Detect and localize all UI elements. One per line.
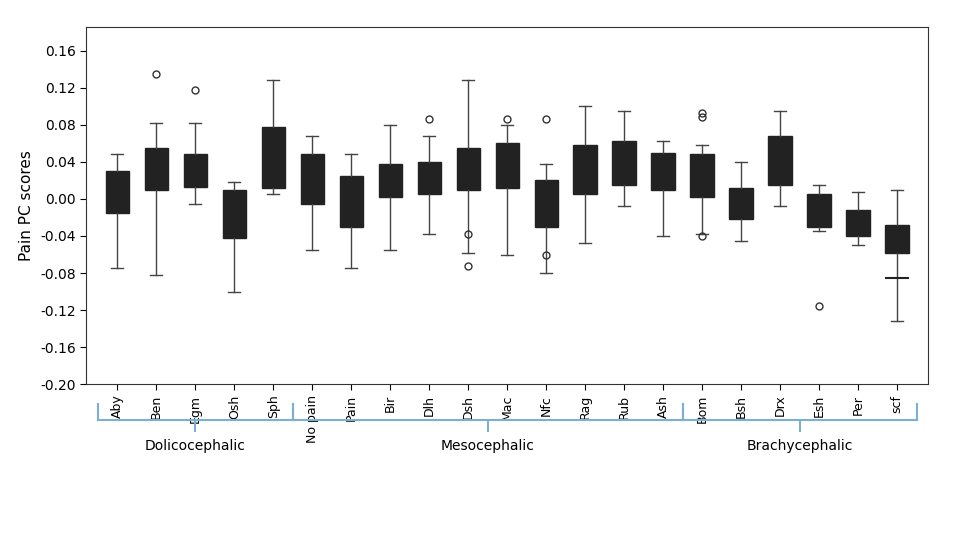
PathPatch shape [456, 148, 479, 189]
PathPatch shape [690, 154, 714, 197]
PathPatch shape [729, 188, 753, 219]
PathPatch shape [105, 171, 129, 213]
PathPatch shape [184, 154, 207, 187]
PathPatch shape [612, 142, 635, 185]
Text: Mesocephalic: Mesocephalic [441, 439, 535, 453]
PathPatch shape [652, 153, 675, 189]
PathPatch shape [535, 181, 558, 227]
PathPatch shape [145, 148, 168, 189]
PathPatch shape [846, 210, 870, 236]
PathPatch shape [885, 225, 909, 253]
PathPatch shape [379, 164, 402, 197]
PathPatch shape [223, 189, 246, 238]
PathPatch shape [496, 143, 519, 188]
PathPatch shape [768, 136, 791, 185]
PathPatch shape [261, 127, 285, 188]
Text: Dolicocephalic: Dolicocephalic [145, 439, 246, 453]
Y-axis label: Pain PC scores: Pain PC scores [19, 150, 34, 261]
PathPatch shape [417, 162, 441, 194]
PathPatch shape [340, 176, 363, 227]
Text: Brachycephalic: Brachycephalic [746, 439, 853, 453]
PathPatch shape [808, 194, 831, 227]
PathPatch shape [300, 154, 324, 204]
PathPatch shape [573, 145, 597, 194]
